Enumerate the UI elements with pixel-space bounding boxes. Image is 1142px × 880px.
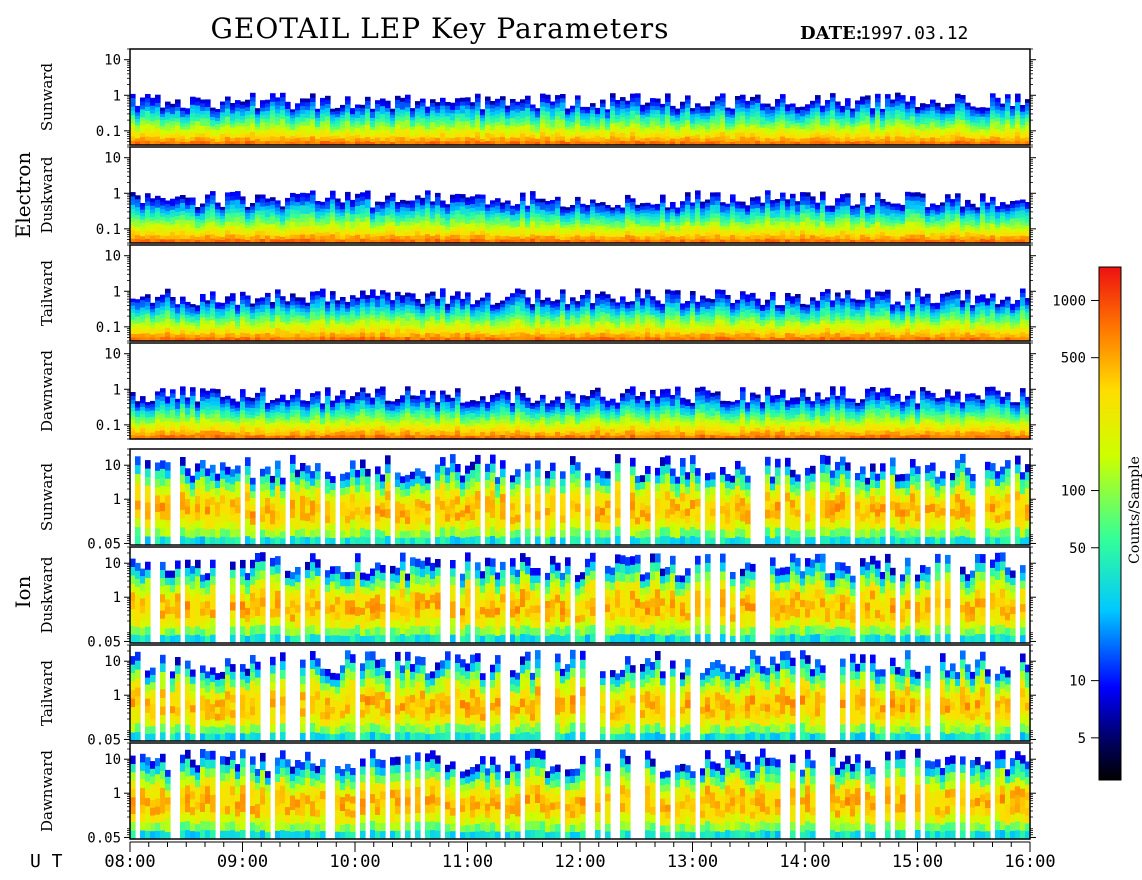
y-tick-label: 0.05 — [87, 536, 121, 552]
ion-group-label: Ion — [11, 575, 35, 608]
y-tick-label: 0.1 — [96, 222, 121, 238]
spectrogram-panels: 10 1 0.1 Sunward 10 1 0.1 Duskward 10 1 0.1 Tailwar… — [38, 49, 1036, 846]
panel-direction-label: Dawnward — [38, 350, 56, 432]
panel-direction-label: Tailward — [38, 660, 56, 726]
spectrogram-texture — [130, 288, 1031, 341]
spectrogram-texture — [130, 650, 1031, 742]
panel-electron-dawnward: 10 1 0.1 Dawnward — [38, 343, 1036, 440]
y-tick-label: 1 — [113, 786, 121, 802]
y-tick-label: 1 — [113, 186, 121, 202]
panel-direction-label: Sunward — [38, 463, 56, 532]
panel-electron-tailward: 10 1 0.1 Tailward — [38, 245, 1036, 342]
time-axis: 08:00 09:00 10:00 11:00 12:00 13:00 14:00 15:00… — [104, 842, 1055, 872]
y-tick-label: 0.1 — [96, 320, 121, 336]
y-tick-label: 10 — [104, 151, 121, 167]
time-tick-label: 13:00 — [667, 852, 718, 872]
y-tick-label: 10 — [104, 249, 121, 265]
electron-group-label: Electron — [11, 152, 35, 239]
chart-title: GEOTAIL LEP Key Parameters — [211, 12, 670, 45]
time-axis-label: U T — [30, 851, 63, 872]
panel-direction-label: Tailward — [38, 260, 56, 326]
colorbar-tick-label: 500 — [1061, 351, 1086, 367]
colorbar-label: Counts/Sample — [1127, 456, 1142, 564]
y-tick-label: 1 — [113, 492, 121, 508]
panel-electron-duskward: 10 1 0.1 Duskward — [38, 147, 1036, 244]
panel-ion-duskward: 10 1 0.05 Duskward — [38, 547, 1036, 650]
spectrogram-texture — [130, 190, 1031, 243]
spectrogram-texture — [135, 454, 1031, 546]
y-tick-label: 0.1 — [96, 418, 121, 434]
panel-ion-sunward: 10 1 0.05 Sunward — [38, 449, 1036, 552]
spectrogram-texture — [130, 93, 1031, 146]
colorbar: Counts/Sample 1000 500 100 50 10 5 — [1052, 267, 1142, 780]
time-tick-label: 14:00 — [779, 852, 830, 872]
time-tick-label: 15:00 — [892, 852, 943, 872]
colorbar-tick-label: 1000 — [1052, 293, 1086, 309]
date-value: 1997.03.12 — [860, 23, 968, 44]
y-tick-label: 10 — [104, 53, 121, 69]
y-tick-label: 10 — [104, 654, 121, 670]
panel-direction-label: Sunward — [38, 63, 56, 132]
y-tick-label: 1 — [113, 590, 121, 606]
spectrogram-texture — [130, 552, 1026, 643]
y-tick-label: 10 — [104, 347, 121, 363]
y-tick-label: 10 — [104, 458, 121, 474]
panel-ion-tailward: 10 1 0.05 Tailward — [38, 645, 1036, 748]
y-tick-label: 0.1 — [96, 124, 121, 140]
y-tick-label: 1 — [113, 688, 121, 704]
colorbar-gradient — [1099, 267, 1121, 780]
colorbar-tick-label: 10 — [1069, 674, 1086, 690]
y-tick-label: 1 — [113, 382, 121, 398]
y-tick-label: 0.05 — [87, 634, 121, 650]
y-tick-label: 0.05 — [87, 732, 121, 748]
panel-direction-label: Duskward — [38, 556, 56, 633]
date-label: DATE: — [800, 23, 862, 44]
panel-direction-label: Dawnward — [38, 750, 56, 832]
colorbar-tick-label: 5 — [1078, 731, 1086, 747]
panel-electron-sunward: 10 1 0.1 Sunward — [38, 49, 1036, 146]
colorbar-tick-label: 50 — [1069, 541, 1086, 557]
y-tick-label: 0.05 — [87, 830, 121, 846]
time-tick-label: 09:00 — [217, 852, 268, 872]
panel-direction-label: Duskward — [38, 156, 56, 233]
y-tick-label: 10 — [104, 752, 121, 768]
spectrogram-texture — [130, 748, 1031, 840]
y-tick-label: 1 — [113, 284, 121, 300]
time-tick-label: 12:00 — [554, 852, 605, 872]
spectrogram-texture — [130, 386, 1031, 439]
y-tick-label: 10 — [104, 556, 121, 572]
colorbar-tick-label: 100 — [1061, 484, 1086, 500]
time-tick-label: 10:00 — [329, 852, 380, 872]
time-tick-label: 11:00 — [442, 852, 493, 872]
y-tick-label: 1 — [113, 88, 121, 104]
time-tick-label: 16:00 — [1004, 852, 1055, 872]
panel-ion-dawnward: 10 1 0.05 Dawnward — [38, 743, 1036, 846]
time-tick-label: 08:00 — [104, 852, 155, 872]
